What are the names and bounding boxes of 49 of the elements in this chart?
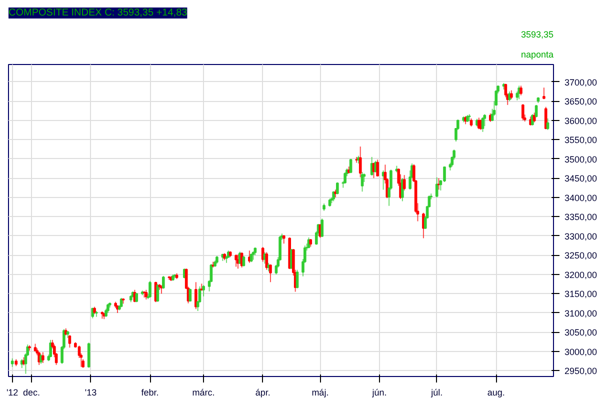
candlestick — [546, 118, 550, 130]
candlestick — [534, 104, 538, 118]
chart-title: COMPOSITE INDEX C: 3593,35 +14,83 — [8, 8, 188, 18]
candlestick — [532, 112, 536, 123]
y-tick-label: 3500,00 — [564, 154, 598, 164]
candlestick — [376, 159, 379, 177]
candlestick — [162, 275, 165, 290]
candlestick — [443, 166, 446, 182]
y-tick-label: 3450,00 — [564, 174, 598, 184]
y-tick-label: 3200,00 — [564, 270, 598, 280]
y-tick-label: 3650,00 — [564, 96, 598, 107]
y-tick-label: 3700,00 — [564, 77, 598, 88]
y-tick-label: 3150,00 — [564, 289, 598, 300]
y-tick-label: 3600,00 — [564, 116, 598, 126]
y-tick-label: 3100,00 — [564, 308, 598, 318]
x-tick-label: febr. — [141, 388, 159, 398]
text: 3593,35 — [520, 30, 554, 40]
candlestick — [68, 334, 72, 348]
y-tick-label: 3550,00 — [564, 135, 598, 146]
candlestick — [520, 85, 522, 96]
x-tick-label: aug. — [487, 388, 505, 398]
y-tick-label: 3300,00 — [564, 231, 598, 242]
candlestick — [194, 282, 198, 310]
candlestick — [320, 218, 324, 238]
candlestick — [234, 254, 238, 268]
y-tick-label: 3350,00 — [564, 212, 598, 222]
candlestick — [188, 288, 192, 302]
candlestick — [544, 106, 548, 130]
candlestick — [402, 174, 406, 191]
y-tick-label: 3050,00 — [564, 328, 598, 338]
x-tick-label: '13 — [84, 388, 97, 398]
y-tick-label: 3250,00 — [564, 250, 598, 261]
candlestick — [148, 280, 152, 298]
x-tick-label: '12 — [6, 388, 18, 398]
y-tick-label: 3400,00 — [564, 192, 598, 203]
candlestick — [242, 255, 246, 267]
x-tick-label: jún. — [371, 388, 387, 398]
candlestick — [435, 176, 438, 198]
text: naponta — [520, 50, 554, 60]
y-tick-label: 3000,00 — [564, 346, 598, 357]
x-tick-label: dec. — [22, 388, 40, 398]
candlestick — [296, 269, 299, 289]
x-tick-label: ápr. — [255, 388, 270, 398]
x-tick-label: júl. — [430, 388, 443, 398]
candlestick — [42, 352, 44, 364]
x-tick-label: márc. — [192, 388, 215, 398]
x-tick-label: máj. — [312, 388, 329, 398]
y-tick-label: 2950,00 — [564, 366, 598, 376]
candlestick — [401, 178, 404, 202]
